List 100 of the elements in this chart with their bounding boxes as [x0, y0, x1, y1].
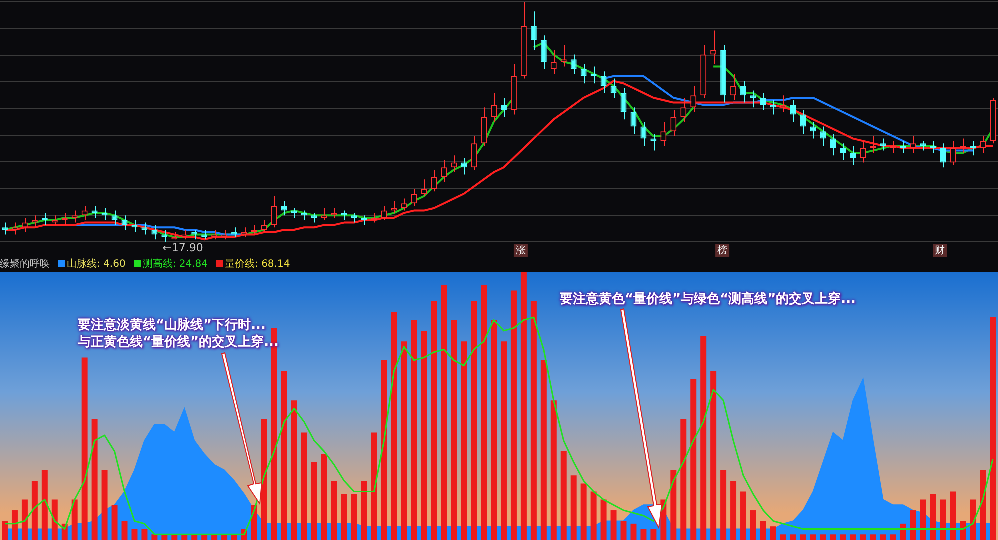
- bar: [530, 301, 537, 540]
- candlestick: [580, 64, 587, 84]
- bar: [431, 301, 438, 540]
- candlestick: [232, 227, 238, 238]
- bar: [860, 534, 866, 540]
- bar: [281, 371, 288, 540]
- candlestick: [242, 227, 248, 238]
- bar: [142, 529, 148, 540]
- candlestick: [530, 11, 537, 50]
- candlestick: [42, 212, 48, 226]
- candlestick: [790, 100, 796, 122]
- text: 涨: [516, 244, 526, 257]
- bar: [980, 470, 986, 540]
- text: 榜: [718, 244, 728, 257]
- candlestick: [950, 140, 956, 166]
- candlestick: [52, 215, 58, 226]
- bar: [401, 342, 408, 540]
- candlestick: [401, 198, 408, 212]
- candlestick: [960, 138, 966, 154]
- bar: [341, 494, 348, 540]
- annotation: 要注意淡黄线“山脉线”下行时...: [78, 316, 266, 334]
- bar: [132, 529, 138, 540]
- bar: [760, 521, 766, 540]
- candlestick: [112, 210, 118, 226]
- bar: [740, 492, 747, 540]
- bar: [451, 320, 458, 540]
- bar: [900, 524, 906, 540]
- candlestick: [351, 212, 358, 224]
- candlestick: [540, 35, 547, 70]
- candlestick: [880, 138, 886, 152]
- bar: [152, 534, 158, 540]
- bar: [870, 534, 876, 540]
- candlestick: [391, 200, 398, 214]
- bar: [112, 505, 118, 540]
- candlestick: [660, 122, 667, 146]
- candlestick: [800, 110, 806, 134]
- candlestick: [371, 212, 378, 224]
- candlestick: [850, 146, 856, 166]
- candlestick: [271, 196, 278, 228]
- bar: [540, 360, 547, 540]
- bar: [690, 379, 697, 540]
- bar: [291, 400, 298, 540]
- candlestick: [311, 212, 318, 224]
- bar: [381, 360, 388, 540]
- bar: [491, 320, 498, 540]
- candlestick: [690, 86, 697, 113]
- bar: [800, 534, 806, 540]
- bar: [770, 526, 776, 540]
- candlestick: [2, 222, 8, 236]
- candlestick: [361, 215, 368, 226]
- candlestick: [550, 50, 557, 74]
- candlestick: [261, 220, 268, 233]
- bar: [880, 534, 886, 540]
- candlestick: [560, 44, 567, 68]
- candlestick: [281, 200, 288, 216]
- bar: [570, 476, 577, 540]
- bar: [42, 470, 48, 540]
- bar: [72, 500, 78, 540]
- bar: [640, 529, 647, 540]
- candlestick: [152, 224, 158, 240]
- bar: [930, 494, 936, 540]
- candlestick: [471, 136, 478, 170]
- candlestick: [830, 134, 836, 156]
- candlestick: [431, 170, 438, 192]
- bar: [970, 500, 976, 540]
- bar: [950, 492, 956, 540]
- bar: [610, 510, 617, 540]
- bar: [850, 534, 856, 540]
- bar: [590, 492, 597, 540]
- candlestick: [500, 98, 507, 118]
- annotation: ←17.90: [162, 241, 204, 254]
- bar: [82, 358, 88, 540]
- bar: [12, 510, 18, 540]
- candlestick: [970, 140, 976, 156]
- bar: [22, 500, 28, 540]
- bar: [730, 481, 737, 540]
- candlestick: [132, 220, 138, 233]
- bar: [500, 342, 507, 540]
- bar: [361, 481, 368, 540]
- candlestick: [142, 222, 148, 236]
- bar: [680, 419, 687, 540]
- bar: [261, 419, 268, 540]
- bar: [810, 534, 816, 540]
- bar: [251, 505, 258, 540]
- text: 财: [935, 244, 946, 257]
- candlestick: [570, 54, 577, 74]
- bar: [550, 400, 557, 540]
- candlestick: [341, 210, 348, 221]
- bar: [92, 419, 98, 540]
- bar: [471, 301, 478, 540]
- candlestick: [980, 136, 986, 154]
- candlestick: [640, 122, 647, 146]
- candlestick: [331, 208, 338, 218]
- candlestick: [321, 208, 328, 221]
- candlestick: [491, 92, 498, 122]
- candlestick: [421, 179, 428, 197]
- candlestick: [670, 110, 677, 137]
- bar: [560, 452, 567, 540]
- candlestick: [890, 140, 896, 154]
- bar: [2, 521, 8, 540]
